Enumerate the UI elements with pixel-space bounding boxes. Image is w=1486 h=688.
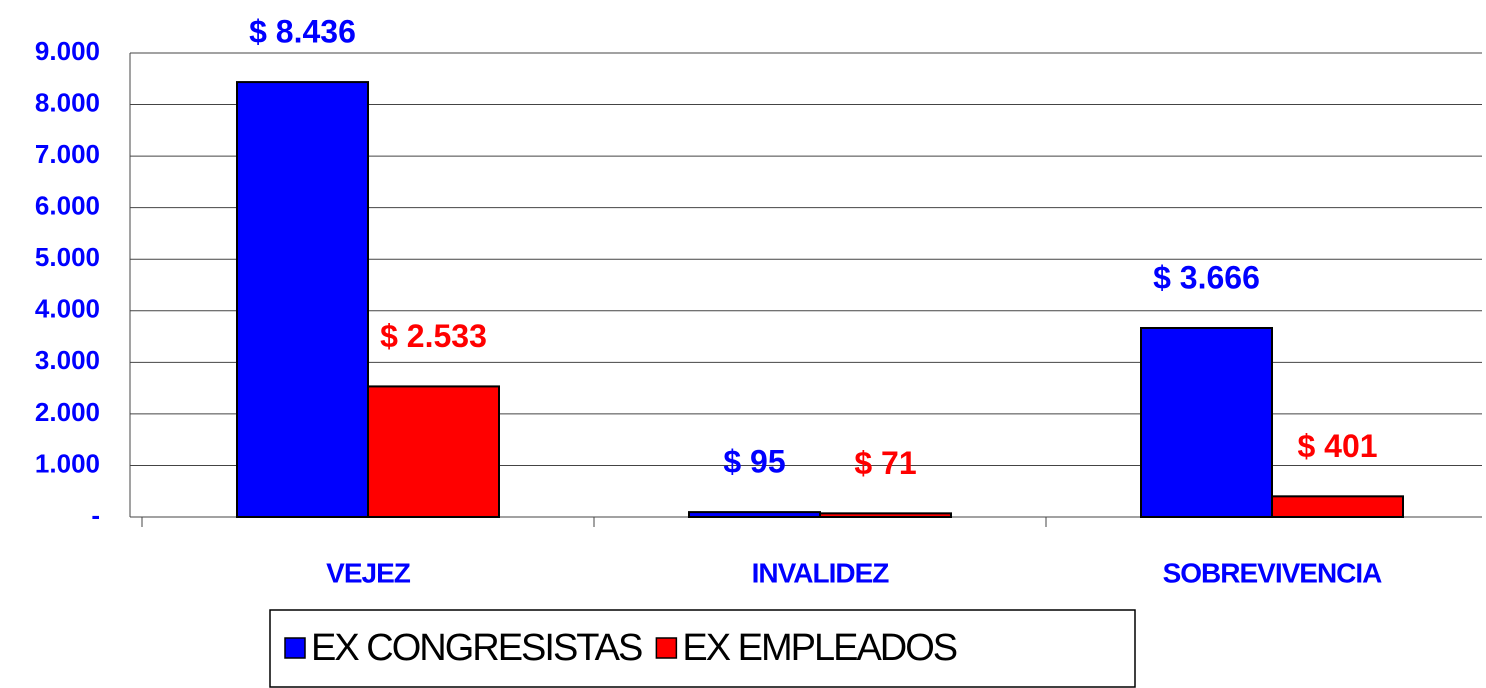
bar bbox=[688, 511, 821, 519]
value-label: $ 8.436 bbox=[249, 14, 356, 50]
legend-label: EX EMPLEADOS bbox=[682, 627, 956, 669]
legend-label: EX CONGRESISTAS bbox=[311, 627, 642, 669]
y-tick-label: 8.000 bbox=[35, 87, 100, 117]
value-label: $ 71 bbox=[854, 445, 916, 481]
bar bbox=[367, 385, 500, 519]
x-tick-label: VEJEZ bbox=[326, 557, 411, 588]
y-tick-label: 1.000 bbox=[35, 448, 100, 478]
y-tick-label: 5.000 bbox=[35, 242, 100, 272]
bar bbox=[236, 81, 369, 518]
value-label: $ 401 bbox=[1297, 428, 1377, 464]
y-tick-label: 3.000 bbox=[35, 345, 100, 375]
y-tick-label: 7.000 bbox=[35, 139, 100, 169]
legend-swatch bbox=[655, 637, 678, 659]
legend-swatch bbox=[284, 637, 306, 659]
y-tick-label: 2.000 bbox=[35, 397, 100, 427]
bar bbox=[1271, 495, 1404, 519]
x-tick-label: SOBREVIVENCIA bbox=[1163, 557, 1383, 588]
value-label: $ 3.666 bbox=[1153, 259, 1260, 295]
y-tick-label: - bbox=[91, 500, 100, 530]
y-tick-label: 9.000 bbox=[35, 36, 100, 66]
bar bbox=[1140, 326, 1273, 519]
legend-box bbox=[269, 609, 1136, 688]
y-tick-label: 6.000 bbox=[35, 191, 100, 221]
y-tick-label: 4.000 bbox=[35, 294, 100, 324]
x-tick-label: INVALIDEZ bbox=[752, 557, 890, 588]
value-label: $ 2.533 bbox=[380, 318, 487, 354]
bar bbox=[819, 512, 952, 518]
value-label: $ 95 bbox=[723, 444, 785, 480]
